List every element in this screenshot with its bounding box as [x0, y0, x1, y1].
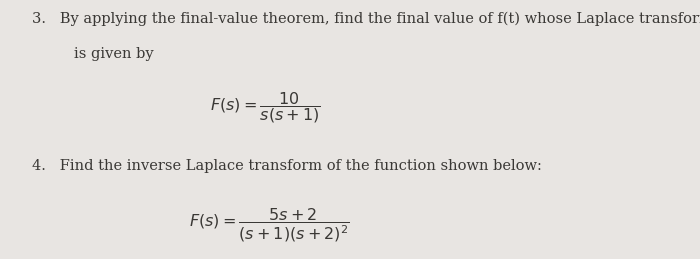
Text: $F(s) = \dfrac{5s+2}{(s+1)(s+2)^{2}}$: $F(s) = \dfrac{5s+2}{(s+1)(s+2)^{2}}$ — [189, 206, 350, 244]
Text: 4.   Find the inverse Laplace transform of the function shown below:: 4. Find the inverse Laplace transform of… — [32, 159, 541, 173]
Text: $F(s) = \dfrac{10}{s(s+1)}$: $F(s) = \dfrac{10}{s(s+1)}$ — [210, 90, 321, 125]
Text: is given by: is given by — [74, 47, 153, 61]
Text: 3.   By applying the final-value theorem, find the final value of f(t) whose Lap: 3. By applying the final-value theorem, … — [32, 12, 700, 26]
